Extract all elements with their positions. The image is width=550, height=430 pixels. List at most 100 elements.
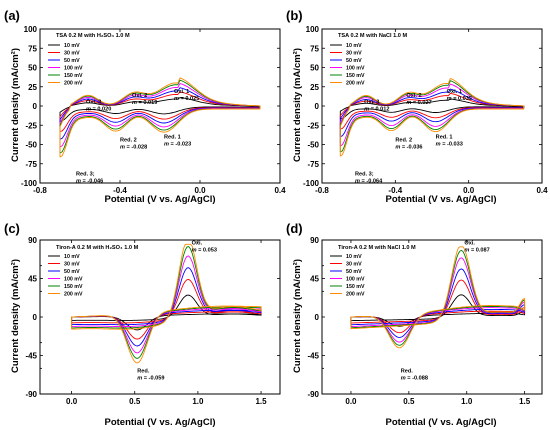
annotation-label: Oxi. 2 <box>406 93 421 99</box>
annotation-slope-symbol: m <box>364 107 371 113</box>
annotation-label: Red. <box>137 369 150 375</box>
annotation-slope-value: = 0.020 <box>93 107 112 113</box>
legend-label: 50 mV <box>64 269 80 275</box>
x-tick-label: -0.4 <box>388 186 402 195</box>
annotation-label: Red. 2 <box>395 137 412 143</box>
series-line-50-mV <box>350 268 526 338</box>
annotation-slope: m = -0.036 <box>395 144 422 150</box>
annotation-slope: m = -0.059 <box>137 376 164 382</box>
annotation-label: Oxi. 1 <box>174 89 189 95</box>
ylabel-a: Current density (mA/cm²) <box>10 48 21 162</box>
panel-letter-c: (c) <box>4 221 20 236</box>
legend-label: 50 mV <box>64 58 80 64</box>
curves-c <box>71 243 262 364</box>
plot-title-c: Tiron-A 0.2 M with H₂SO₄ 1.0 M <box>56 245 139 251</box>
y-tick-label: -50 <box>25 141 37 150</box>
annotation-slope-value: = -0.023 <box>171 141 192 147</box>
y-tick-label: -100 <box>21 179 38 188</box>
x-tick-label: 1.0 <box>461 397 473 406</box>
y-tick-label: 100 <box>306 25 320 34</box>
panel-letter-d: (d) <box>286 221 303 236</box>
annotation-slope-symbol: m <box>395 144 402 150</box>
annotation-slope-symbol: m <box>401 376 408 382</box>
annotation-label: Oxi. 2 <box>132 93 147 99</box>
x-tick-label: 0.0 <box>463 186 475 195</box>
series-line-200-mV <box>59 77 261 158</box>
annotation-slope: m = -0.023 <box>164 141 191 147</box>
plot-title-d: Tiron-A 0.2 M with NaCl 1.0 M <box>338 245 416 251</box>
plot-frame-c <box>39 239 281 395</box>
annotation-slope-value: = 0.027 <box>413 100 432 106</box>
series-line-100-mV <box>350 257 526 343</box>
annotation-slope-symbol: m <box>174 96 181 102</box>
annotation-slope-value: = 0.019 <box>139 100 158 106</box>
series-line-150-mV <box>339 80 525 153</box>
y-tick-label: 100 <box>24 25 38 34</box>
annotation-slope-value: = 0.012 <box>371 107 390 113</box>
y-tick-label: 0 <box>33 313 38 322</box>
annotation-slope: m = 0.025 <box>174 96 199 102</box>
panel-letter-b: (b) <box>286 8 303 23</box>
y-tick-label: -50 <box>307 141 319 150</box>
annotation-slope-symbol: m <box>192 247 199 253</box>
annotation-slope-symbol: m <box>436 141 443 147</box>
annotation-slope: m = 0.053 <box>192 247 217 253</box>
legend-label: 150 mV <box>346 284 365 290</box>
annotation-label: Oxi. 1 <box>447 89 462 95</box>
annotation-slope-value: = -0.033 <box>442 141 463 147</box>
annotation-slope-symbol: m <box>406 100 413 106</box>
annotation-label: Oxi. <box>464 240 475 246</box>
legend-label: 30 mV <box>64 51 80 57</box>
legend-label: 50 mV <box>346 58 362 64</box>
y-tick-label: 50 <box>28 64 37 73</box>
annotation-slope-symbol: m <box>137 376 144 382</box>
y-tick-label: -75 <box>307 160 319 169</box>
plot-frame-d <box>321 239 543 395</box>
y-tick-label: -90 <box>25 390 37 399</box>
y-tick-label: -25 <box>307 121 319 130</box>
annotation-slope-value: = -0.046 <box>83 178 104 184</box>
plot-frame-a <box>39 28 281 184</box>
ylabel-d: Current density (mA/cm²) <box>292 259 303 373</box>
annotation-slope: m = 0.012 <box>364 107 389 113</box>
legend-label: 200 mV <box>64 81 83 87</box>
annotation-slope-value: = -0.088 <box>407 376 428 382</box>
y-tick-label: 25 <box>28 83 37 92</box>
annotation-slope-value: = -0.064 <box>362 178 384 184</box>
y-tick-label: 0 <box>315 313 320 322</box>
y-tick-label: 0 <box>315 102 320 111</box>
y-tick-label: 25 <box>310 83 319 92</box>
legend-label: 150 mV <box>64 73 83 79</box>
x-tick-label: 0.5 <box>129 397 141 406</box>
xlabel-d: Potential (V vs. Ag/AgCl) <box>385 417 496 428</box>
annotation-label: Oxi. 3 <box>364 100 379 106</box>
annotation-label: Oxi. <box>192 240 203 246</box>
annotation-slope-value: = -0.059 <box>144 376 165 382</box>
x-tick-label: -0.4 <box>113 186 127 195</box>
legend-label: 100 mV <box>346 277 365 283</box>
annotation-slope: m = 0.020 <box>86 107 111 113</box>
xlabel-c: Potential (V vs. Ag/AgCl) <box>104 417 215 428</box>
y-tick-label: 0 <box>33 102 38 111</box>
legend-label: 30 mV <box>64 262 80 268</box>
annotation-label: Oxi. 3 <box>86 100 101 106</box>
y-tick-label: 45 <box>28 275 37 284</box>
annotation-slope: m = 0.087 <box>464 247 489 253</box>
annotation-slope: m = -0.028 <box>120 144 147 150</box>
legend-label: 30 mV <box>346 262 362 268</box>
series-line-150-mV <box>350 249 526 346</box>
annotation-label: Red. 2 <box>120 137 137 143</box>
xlabel-b: Potential (V vs. Ag/AgCl) <box>385 194 496 205</box>
panel-d: (d) Current density (mA/cm²) Potential (… <box>286 221 543 428</box>
legend-label: 10 mV <box>346 254 362 260</box>
x-tick-label: 0.4 <box>274 186 286 195</box>
y-tick-label: -25 <box>25 121 37 130</box>
legend-label: 100 mV <box>64 66 83 72</box>
series-line-100-mV <box>59 83 261 148</box>
